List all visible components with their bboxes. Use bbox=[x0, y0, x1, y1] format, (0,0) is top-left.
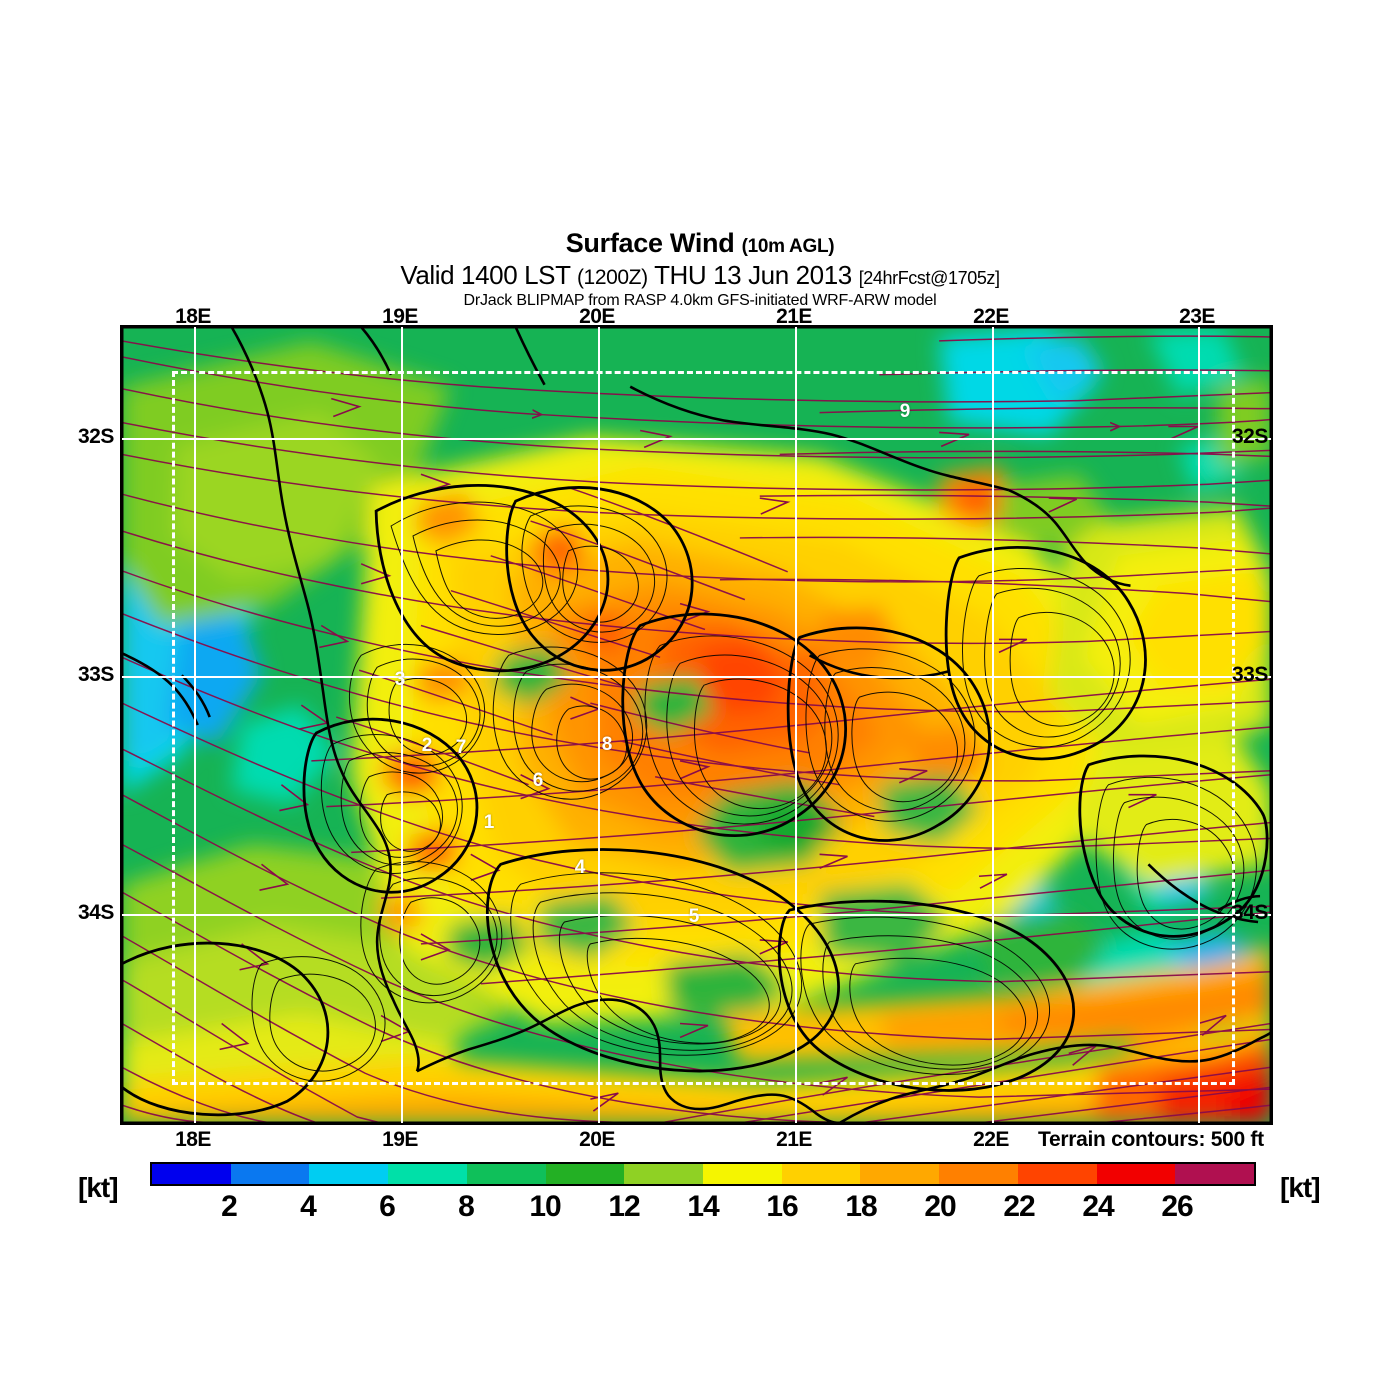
valid-time-line: Valid 1400 LST (1200Z) THU 13 Jun 2013 [… bbox=[0, 260, 1400, 291]
gridline-lon-20e bbox=[598, 327, 600, 1123]
lon-label-20e-top: 20E bbox=[579, 305, 615, 328]
colorbar-segment-3 bbox=[388, 1164, 467, 1184]
colorbar-unit-left: [kt] bbox=[78, 1172, 119, 1203]
colorbar-tick-20: 20 bbox=[924, 1190, 956, 1223]
waypoint-marker-4[interactable]: 4 bbox=[574, 857, 586, 878]
colorbar-tick-8: 8 bbox=[458, 1190, 475, 1223]
gridline-lon-23e bbox=[1198, 327, 1200, 1123]
lat-label-32s-left: 32S bbox=[78, 425, 114, 448]
colorbar-segment-10 bbox=[939, 1164, 1018, 1184]
title-block: Surface Wind (10m AGL) Valid 1400 LST (1… bbox=[0, 228, 1400, 310]
lon-label-18e-bottom: 18E bbox=[175, 1128, 211, 1151]
colorbar-tick-26: 26 bbox=[1161, 1190, 1193, 1223]
colorbar-segment-4 bbox=[466, 1164, 546, 1184]
colorbar-tick-24: 24 bbox=[1082, 1190, 1114, 1223]
gridline-lon-19e bbox=[401, 327, 403, 1123]
waypoint-marker-6[interactable]: 6 bbox=[532, 770, 544, 791]
lon-label-19e-bottom: 19E bbox=[382, 1128, 418, 1151]
title-main-subtext: (10m AGL) bbox=[741, 236, 835, 257]
gridline-lat-32s bbox=[122, 438, 1271, 440]
colorbar-tick-12: 12 bbox=[608, 1190, 640, 1223]
page-title: Surface Wind (10m AGL) bbox=[0, 228, 1400, 259]
gridline-lon-18e bbox=[194, 327, 196, 1123]
wind-speed-colorbar[interactable] bbox=[150, 1162, 1256, 1186]
colorbar-tick-4: 4 bbox=[300, 1190, 317, 1223]
colorbar-segment-11 bbox=[1017, 1164, 1097, 1184]
colorbar-segment-13 bbox=[1175, 1164, 1255, 1184]
waypoint-marker-8[interactable]: 8 bbox=[601, 734, 613, 755]
colorbar-segment-2 bbox=[309, 1164, 389, 1184]
lat-label-34s-right: 34S bbox=[1232, 901, 1268, 924]
colorbar-segment-7 bbox=[703, 1164, 782, 1184]
title-main-text: Surface Wind bbox=[565, 228, 735, 258]
lat-label-33s-right: 33S bbox=[1232, 663, 1268, 686]
gridline-lon-22e bbox=[992, 327, 994, 1123]
lon-label-21e-bottom: 21E bbox=[776, 1128, 812, 1151]
lat-label-33s-left: 33S bbox=[78, 663, 114, 686]
gridline-lon-21e bbox=[795, 327, 797, 1123]
waypoint-marker-9[interactable]: 9 bbox=[899, 401, 911, 422]
gridline-lat-33s bbox=[122, 676, 1271, 678]
lon-label-22e-bottom: 22E bbox=[973, 1128, 1009, 1151]
weather-map[interactable]: 1 2 3 4 5 6 7 8 9 bbox=[120, 325, 1273, 1125]
colorbar-tick-6: 6 bbox=[379, 1190, 396, 1223]
colorbar-tick-10: 10 bbox=[529, 1190, 561, 1223]
wind-speed-field bbox=[122, 327, 1271, 1123]
lon-label-19e-top: 19E bbox=[382, 305, 418, 328]
colorbar-tick-18: 18 bbox=[845, 1190, 877, 1223]
valid-time-local: Valid 1400 LST bbox=[400, 260, 571, 290]
colorbar-tick-14: 14 bbox=[687, 1190, 719, 1223]
lon-label-22e-top: 22E bbox=[973, 305, 1009, 328]
colorbar-segment-5 bbox=[545, 1164, 625, 1184]
lon-label-21e-top: 21E bbox=[776, 305, 812, 328]
gridline-lat-34s bbox=[122, 914, 1271, 916]
colorbar-segment-0 bbox=[152, 1164, 231, 1184]
forecast-stamp: [24hrFcst@1705z] bbox=[858, 268, 1000, 288]
colorbar-segment-8 bbox=[781, 1164, 861, 1184]
model-source-line: DrJack BLIPMAP from RASP 4.0km GFS-initi… bbox=[463, 292, 937, 309]
waypoint-marker-2[interactable]: 2 bbox=[421, 735, 433, 756]
valid-time-utc: (1200Z) bbox=[576, 266, 648, 289]
forecast-domain-box bbox=[172, 371, 1235, 1085]
waypoint-marker-1[interactable]: 1 bbox=[483, 812, 495, 833]
colorbar-tick-22: 22 bbox=[1003, 1190, 1035, 1223]
valid-date: THU 13 Jun 2013 bbox=[654, 260, 852, 290]
colorbar-tick-16: 16 bbox=[766, 1190, 798, 1223]
colorbar-unit-right: [kt] bbox=[1280, 1172, 1321, 1203]
lat-label-32s-right: 32S bbox=[1232, 425, 1268, 448]
colorbar-segment-6 bbox=[624, 1164, 704, 1184]
waypoint-marker-5[interactable]: 5 bbox=[688, 906, 700, 927]
waypoint-marker-3[interactable]: 3 bbox=[394, 669, 406, 690]
colorbar-tick-2: 2 bbox=[221, 1190, 238, 1223]
lat-label-34s-left: 34S bbox=[78, 901, 114, 924]
lon-label-20e-bottom: 20E bbox=[579, 1128, 615, 1151]
colorbar-segment-12 bbox=[1096, 1164, 1176, 1184]
waypoint-marker-7[interactable]: 7 bbox=[455, 737, 467, 758]
lon-label-18e-top: 18E bbox=[175, 305, 211, 328]
terrain-contour-note: Terrain contours: 500 ft bbox=[1038, 1128, 1264, 1151]
colorbar-segment-9 bbox=[860, 1164, 940, 1184]
colorbar-segment-1 bbox=[230, 1164, 310, 1184]
lon-label-23e-top: 23E bbox=[1179, 305, 1215, 328]
